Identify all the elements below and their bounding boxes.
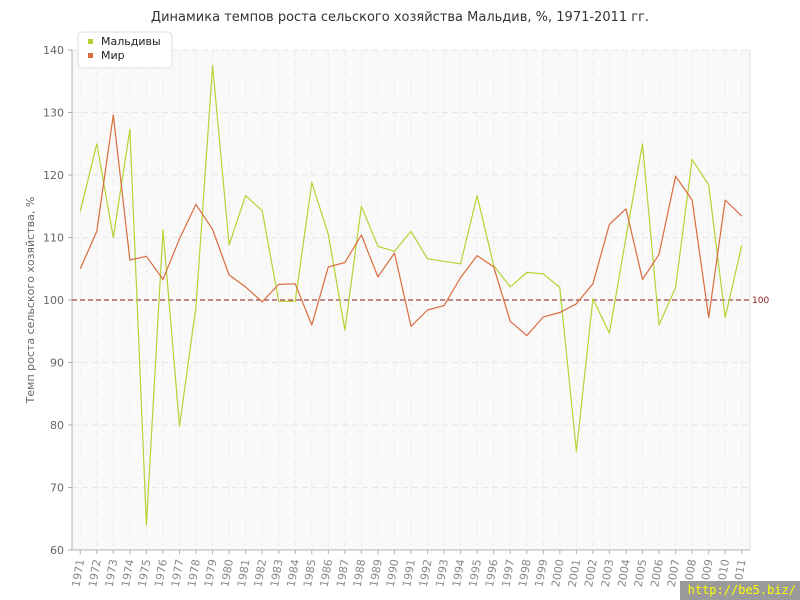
- x-tick-label: 1981: [235, 558, 253, 588]
- watermark-link[interactable]: http://be5.biz/: [679, 581, 800, 600]
- x-tick-label: 1996: [483, 558, 501, 588]
- x-tick-label: 2000: [549, 558, 567, 588]
- x-tick-label: 1971: [70, 558, 88, 588]
- series-line: [79, 64, 743, 526]
- x-axis-ticks: 1971197219731974197519761977197819791980…: [70, 550, 749, 588]
- x-tick-label: 2004: [615, 558, 633, 588]
- x-tick-label: 1976: [152, 558, 170, 588]
- x-tick-label: 1991: [400, 558, 418, 588]
- x-tick-label: 2001: [566, 558, 584, 588]
- x-tick-label: 2006: [648, 558, 666, 588]
- y-tick-label: 80: [50, 419, 64, 432]
- legend-swatch: [88, 53, 93, 58]
- x-tick-label: 1994: [450, 558, 468, 588]
- x-tick-label: 1983: [268, 558, 286, 588]
- chart-title: Динамика темпов роста сельского хозяйств…: [150, 10, 650, 25]
- x-tick-label: 1999: [533, 558, 551, 588]
- x-tick-label: 2007: [665, 558, 683, 588]
- x-tick-label: 2009: [698, 558, 716, 588]
- x-tick-label: 1989: [367, 558, 385, 588]
- x-tick-label: 2011: [731, 558, 749, 588]
- x-tick-label: 1980: [218, 558, 236, 588]
- y-tick-label: 130: [43, 107, 64, 120]
- x-tick-label: 1990: [384, 558, 402, 588]
- y-tick-label: 120: [43, 169, 64, 182]
- x-tick-label: 1987: [334, 558, 352, 588]
- x-tick-label: 1997: [500, 558, 518, 588]
- x-tick-label: 1984: [285, 558, 303, 588]
- legend-label: Мальдивы: [101, 35, 161, 48]
- x-tick-label: 1977: [169, 558, 187, 588]
- x-tick-label: 1982: [251, 558, 269, 588]
- x-tick-label: 2010: [714, 558, 732, 588]
- x-tick-label: 2002: [582, 558, 600, 588]
- x-tick-label: 1978: [185, 558, 203, 588]
- x-tick-label: 1972: [86, 558, 104, 588]
- x-tick-label: 1974: [119, 558, 137, 588]
- y-axis-ticks: 60 70 80 90 100 110 120 130 140: [43, 44, 72, 557]
- x-tick-label: 2008: [681, 558, 699, 588]
- x-tick-label: 1995: [466, 558, 484, 588]
- y-tick-label: 90: [50, 357, 64, 370]
- x-tick-label: 1988: [351, 558, 369, 588]
- y-tick-label: 140: [43, 44, 64, 57]
- legend-label: Мир: [101, 49, 125, 62]
- x-tick-label: 1998: [516, 558, 534, 588]
- series-group: [79, 64, 743, 526]
- x-tick-label: 2003: [599, 558, 617, 588]
- y-tick-label: 100: [43, 294, 64, 307]
- x-tick-label: 1975: [136, 558, 154, 588]
- reference-line-group: 100: [72, 296, 769, 306]
- x-tick-label: 1973: [103, 558, 121, 588]
- x-tick-label: 2005: [632, 558, 650, 588]
- x-tick-label: 1979: [202, 558, 220, 588]
- y-axis-title: Темп роста сельского хозяйства, %: [24, 197, 37, 405]
- reference-line-label: 100: [752, 296, 769, 306]
- legend-box: [77, 31, 173, 69]
- x-tick-label: 1985: [301, 558, 319, 588]
- legend-swatch: [88, 39, 93, 44]
- series-line: [79, 114, 743, 337]
- x-tick-label: 1993: [433, 558, 451, 588]
- y-tick-label: 70: [50, 482, 64, 495]
- y-tick-label: 60: [50, 544, 64, 557]
- x-tick-label: 1992: [417, 558, 435, 588]
- x-tick-label: 1986: [318, 558, 336, 588]
- y-tick-label: 110: [43, 232, 64, 245]
